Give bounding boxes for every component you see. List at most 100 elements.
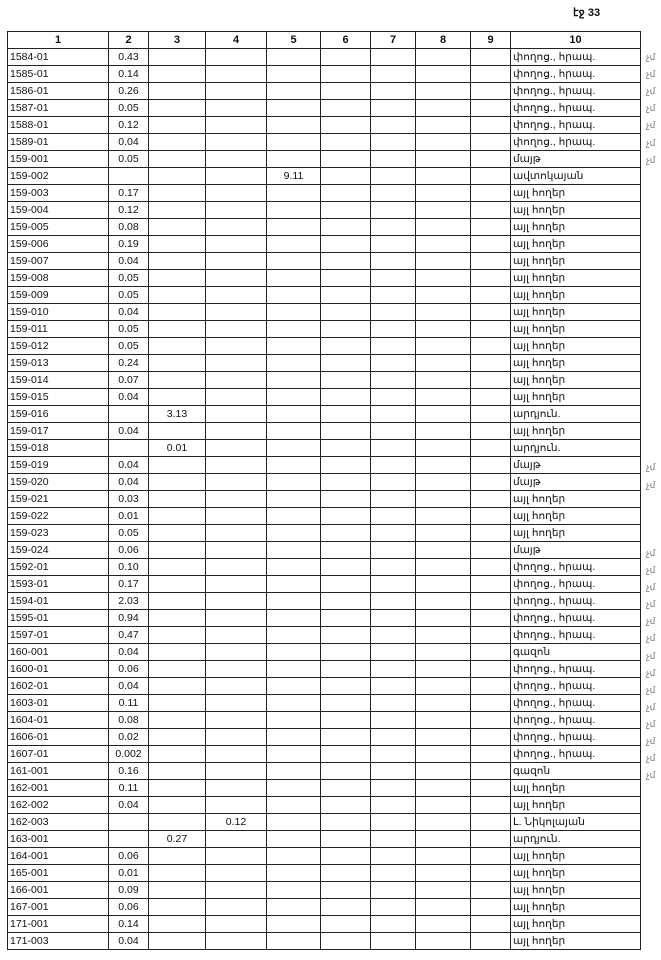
cell-col-6 <box>320 830 371 848</box>
cell-col-10: փողոց., հրապ. <box>510 694 641 712</box>
cell-col-8 <box>415 371 471 389</box>
cell-col-5 <box>266 575 321 593</box>
table-row: 162-002 0.04 այլ հողեր <box>7 796 641 814</box>
column-header-2: 2 <box>108 31 149 49</box>
cell-col-1: 159-017 <box>7 422 109 440</box>
cell-col-3 <box>148 252 206 270</box>
cell-col-6 <box>320 626 371 644</box>
column-header-4: 4 <box>205 31 267 49</box>
cell-col-5 <box>266 932 321 950</box>
cell-col-4 <box>205 575 267 593</box>
cell-col-2 <box>108 405 149 423</box>
cell-col-3 <box>148 524 206 542</box>
cell-col-9 <box>470 269 511 287</box>
cell-col-8 <box>415 558 471 576</box>
cell-col-7 <box>370 150 416 168</box>
cell-col-2: 0.05 <box>108 99 149 117</box>
margin-mark: չմ <box>646 154 656 165</box>
margin-mark: չմ <box>646 770 656 781</box>
cell-col-7 <box>370 762 416 780</box>
cell-col-2: 0.04 <box>108 796 149 814</box>
cell-col-6 <box>320 269 371 287</box>
cell-col-8 <box>415 626 471 644</box>
table-row: 1593-01 0.17 փողոց., հրապ. <box>7 575 641 593</box>
cell-col-6 <box>320 473 371 491</box>
margin-mark: չմ <box>646 120 656 131</box>
table-row: 159-022 0.01 այլ հողեր <box>7 507 641 525</box>
cell-col-6 <box>320 99 371 117</box>
cell-col-10: այլ հողեր <box>510 201 641 219</box>
cell-col-3 <box>148 167 206 185</box>
cell-col-1: 164-001 <box>7 847 109 865</box>
cell-col-2: 0.26 <box>108 82 149 100</box>
cell-col-3 <box>148 490 206 508</box>
cell-col-5 <box>266 235 321 253</box>
cell-col-10: այլ հողեր <box>510 184 641 202</box>
cell-col-2: 0.05 <box>108 269 149 287</box>
cell-col-7 <box>370 694 416 712</box>
cell-col-2: 0.04 <box>108 133 149 151</box>
cell-col-9 <box>470 711 511 729</box>
cell-col-2: 0.08 <box>108 711 149 729</box>
cell-col-2 <box>108 439 149 457</box>
cell-col-9 <box>470 779 511 797</box>
cell-col-4 <box>205 796 267 814</box>
cell-col-1: 159-015 <box>7 388 109 406</box>
cell-col-6 <box>320 524 371 542</box>
cell-col-6 <box>320 235 371 253</box>
table-row: 164-001 0.06 այլ հողեր <box>7 847 641 865</box>
cell-col-1: 159-009 <box>7 286 109 304</box>
cell-col-5 <box>266 490 321 508</box>
cell-col-9 <box>470 252 511 270</box>
table-row: 171-003 0.04 այլ հողեր <box>7 932 641 950</box>
cell-col-1: 159-010 <box>7 303 109 321</box>
cell-col-3 <box>148 898 206 916</box>
cell-col-2: 0.43 <box>108 48 149 66</box>
table-row: 159-009 0.05 այլ հողեր <box>7 286 641 304</box>
margin-mark: չմ <box>646 718 656 729</box>
cell-col-8 <box>415 269 471 287</box>
cell-col-7 <box>370 456 416 474</box>
cell-col-10: այլ հողեր <box>510 898 641 916</box>
cell-col-5 <box>266 82 321 100</box>
table-row: 159-011 0.05 այլ հողեր <box>7 320 641 338</box>
cell-col-1: 159-012 <box>7 337 109 355</box>
cell-col-9 <box>470 677 511 695</box>
cell-col-3 <box>148 762 206 780</box>
cell-col-7 <box>370 422 416 440</box>
cell-col-5 <box>266 65 321 83</box>
cell-col-3 <box>148 473 206 491</box>
cell-col-10: այլ հողեր <box>510 422 641 440</box>
cell-col-1: 162-002 <box>7 796 109 814</box>
cell-col-3 <box>148 320 206 338</box>
cell-col-3 <box>148 847 206 865</box>
cell-col-9 <box>470 796 511 814</box>
cell-col-7 <box>370 745 416 763</box>
cell-col-4 <box>205 898 267 916</box>
cell-col-1: 159-019 <box>7 456 109 474</box>
cell-col-3 <box>148 813 206 831</box>
cell-col-4 <box>205 779 267 797</box>
table-row: 159-008 0.05 այլ հողեր <box>7 269 641 287</box>
cell-col-2: 0.04 <box>108 388 149 406</box>
cell-col-10: փողոց., հրապ. <box>510 677 641 695</box>
cell-col-8 <box>415 473 471 491</box>
table-row: 159-005 0.08 այլ հողեր <box>7 218 641 236</box>
margin-mark: չմ <box>646 582 656 593</box>
column-header-8: 8 <box>415 31 471 49</box>
cell-col-2: 0.09 <box>108 881 149 899</box>
table-row: 159-021 0.03 այլ հողեր <box>7 490 641 508</box>
cell-col-9 <box>470 456 511 474</box>
cell-col-9 <box>470 184 511 202</box>
cell-col-1: 163-001 <box>7 830 109 848</box>
cell-col-7 <box>370 507 416 525</box>
cell-col-5 <box>266 320 321 338</box>
cell-col-4 <box>205 728 267 746</box>
cell-col-4 <box>205 507 267 525</box>
cell-col-4 <box>205 473 267 491</box>
cell-col-9 <box>470 473 511 491</box>
margin-mark: չմ <box>646 137 656 148</box>
cell-col-5 <box>266 337 321 355</box>
cell-col-2: 0.04 <box>108 252 149 270</box>
cell-col-10: այլ հողեր <box>510 779 641 797</box>
